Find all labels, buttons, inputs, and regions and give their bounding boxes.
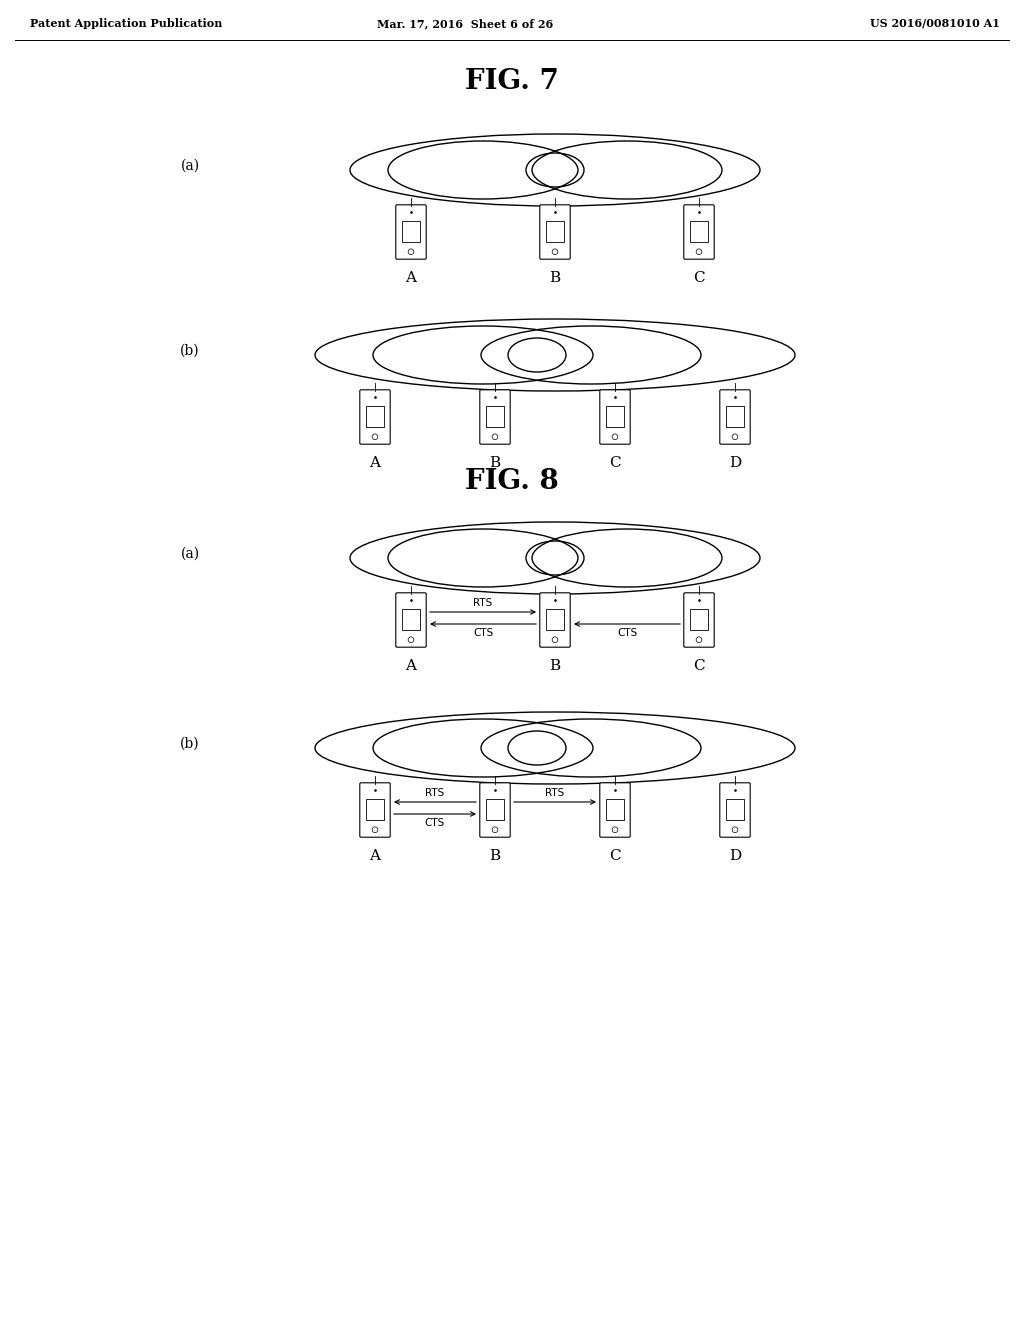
Circle shape [612, 434, 617, 440]
Bar [726, 799, 743, 821]
Circle shape [696, 636, 701, 643]
Bar [690, 609, 708, 631]
FancyBboxPatch shape [600, 389, 630, 445]
Text: B: B [489, 455, 501, 470]
Text: Patent Application Publication: Patent Application Publication [30, 18, 222, 29]
Text: D: D [729, 455, 741, 470]
FancyBboxPatch shape [600, 783, 630, 837]
Text: CTS: CTS [616, 628, 637, 638]
Bar [606, 405, 624, 428]
Text: US 2016/0081010 A1: US 2016/0081010 A1 [870, 18, 1000, 29]
Bar [690, 220, 708, 243]
Circle shape [409, 636, 414, 643]
Text: B: B [489, 849, 501, 863]
Text: Mar. 17, 2016  Sheet 6 of 26: Mar. 17, 2016 Sheet 6 of 26 [377, 18, 553, 29]
Text: B: B [550, 659, 560, 673]
Text: CTS: CTS [425, 818, 445, 828]
Text: RTS: RTS [546, 788, 564, 799]
FancyBboxPatch shape [359, 783, 390, 837]
Bar [402, 220, 420, 243]
FancyBboxPatch shape [684, 205, 714, 259]
Text: RTS: RTS [473, 598, 493, 609]
FancyBboxPatch shape [480, 783, 510, 837]
FancyBboxPatch shape [396, 205, 426, 259]
FancyBboxPatch shape [359, 389, 390, 445]
FancyBboxPatch shape [540, 593, 570, 647]
Text: D: D [729, 849, 741, 863]
Text: A: A [406, 271, 417, 285]
Circle shape [552, 249, 558, 255]
Bar [486, 799, 504, 821]
Text: B: B [550, 271, 560, 285]
Bar [402, 609, 420, 631]
Bar [367, 799, 384, 821]
FancyBboxPatch shape [720, 783, 751, 837]
Bar [726, 405, 743, 428]
Circle shape [696, 249, 701, 255]
Text: A: A [370, 849, 381, 863]
Text: C: C [693, 659, 705, 673]
Text: RTS: RTS [425, 788, 444, 799]
FancyBboxPatch shape [396, 593, 426, 647]
Circle shape [732, 434, 738, 440]
Text: CTS: CTS [473, 628, 494, 638]
Bar [367, 405, 384, 428]
Text: A: A [406, 659, 417, 673]
FancyBboxPatch shape [720, 389, 751, 445]
Circle shape [372, 434, 378, 440]
Text: (a): (a) [180, 546, 200, 561]
Circle shape [372, 826, 378, 833]
Text: A: A [370, 455, 381, 470]
Text: C: C [693, 271, 705, 285]
Bar [547, 609, 563, 631]
FancyBboxPatch shape [540, 205, 570, 259]
Text: (b): (b) [180, 345, 200, 358]
Circle shape [612, 826, 617, 833]
Text: C: C [609, 849, 621, 863]
Bar [486, 405, 504, 428]
FancyBboxPatch shape [684, 593, 714, 647]
Circle shape [732, 826, 738, 833]
Text: (b): (b) [180, 737, 200, 751]
Bar [606, 799, 624, 821]
Text: (a): (a) [180, 158, 200, 173]
Circle shape [409, 249, 414, 255]
Text: FIG. 8: FIG. 8 [465, 469, 559, 495]
Text: FIG. 7: FIG. 7 [465, 69, 559, 95]
Circle shape [493, 826, 498, 833]
Bar [547, 220, 563, 243]
Circle shape [552, 636, 558, 643]
Text: C: C [609, 455, 621, 470]
Circle shape [493, 434, 498, 440]
FancyBboxPatch shape [480, 389, 510, 445]
